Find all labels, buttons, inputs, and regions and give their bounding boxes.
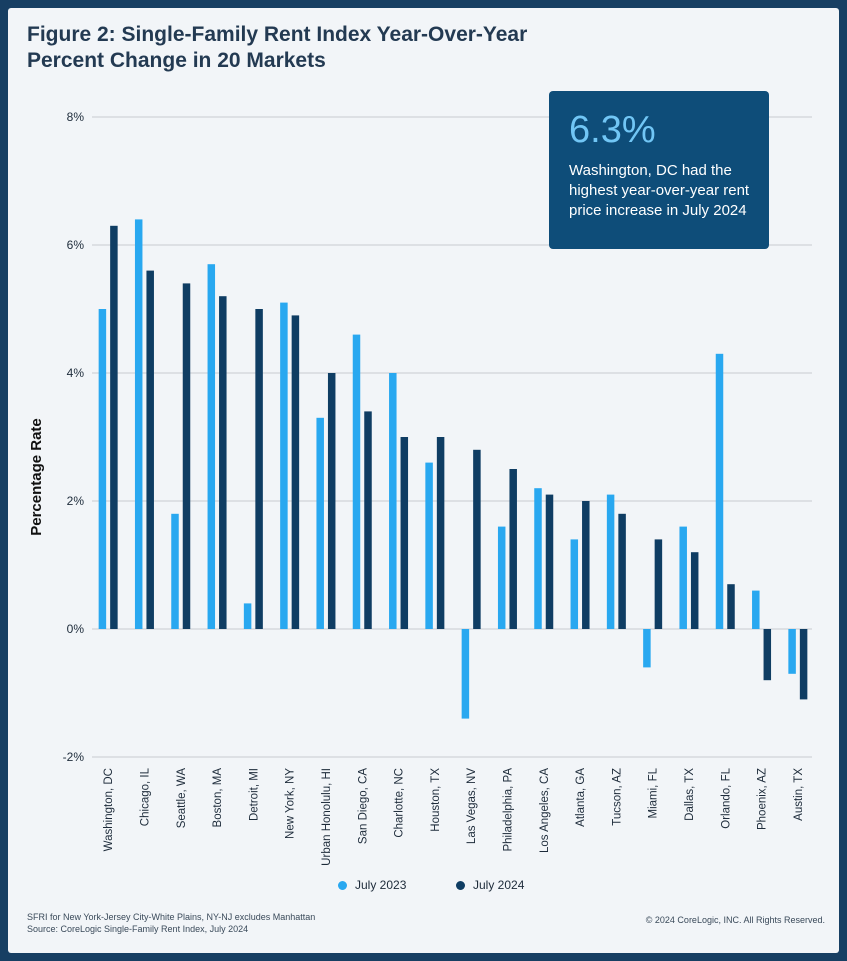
bar-july-2023 <box>461 629 470 719</box>
bar-july-2023 <box>715 353 724 629</box>
x-tick-label: New York, NY <box>285 768 297 839</box>
x-tick-label: Chicago, IL <box>139 767 151 826</box>
bar-july-2024 <box>582 501 590 629</box>
y-tick-label: 0% <box>67 622 85 636</box>
bar-july-2024 <box>182 283 191 629</box>
bar-july-2023 <box>643 629 651 668</box>
bar-july-2024 <box>400 437 409 629</box>
bar-july-2023 <box>534 488 542 629</box>
bar-july-2024 <box>146 270 154 629</box>
bar-july-2024 <box>364 411 372 629</box>
bar-july-2024 <box>618 513 626 629</box>
bar-july-2024 <box>291 315 300 629</box>
bar-july-2023 <box>280 302 288 629</box>
x-tick-label: Charlotte, NC <box>394 768 406 838</box>
x-tick-label: San Diego, CA <box>357 768 369 844</box>
bar-july-2024 <box>110 225 118 630</box>
footnote-sfri: SFRI for New York-Jersey City-White Plai… <box>27 912 316 922</box>
bar-july-2023 <box>207 264 216 629</box>
x-tick-label: Phoenix, AZ <box>757 768 769 830</box>
x-tick-label: Orlando, FL <box>720 767 732 828</box>
y-tick-label: -2% <box>63 750 85 764</box>
bar-july-2023 <box>316 417 324 629</box>
bar-july-2024 <box>473 449 481 629</box>
bar-july-2023 <box>497 526 506 629</box>
x-tick-label: Miami, FL <box>648 767 660 818</box>
legend-item-july-2023: July 2023 <box>338 878 406 892</box>
x-tick-label: Urban Honolulu, HI <box>321 768 333 866</box>
bar-july-2023 <box>171 513 179 629</box>
x-tick-label: Atlanta, GA <box>575 768 587 827</box>
x-tick-label: Seattle, WA <box>176 768 188 829</box>
bar-july-2024 <box>327 373 336 629</box>
bar-july-2023 <box>243 603 252 629</box>
bar-july-2024 <box>219 296 227 629</box>
x-tick-label: Boston, MA <box>212 768 224 828</box>
legend-item-july-2024: July 2024 <box>456 878 524 892</box>
x-tick-label: Austin, TX <box>793 768 805 821</box>
bar-july-2024 <box>436 437 445 629</box>
legend-label-july-2024: July 2024 <box>473 878 525 892</box>
bar-july-2023 <box>425 462 433 629</box>
callout-value: 6.3% <box>569 109 656 151</box>
bar-july-2023 <box>679 526 687 629</box>
x-tick-label: Los Angeles, CA <box>539 768 551 853</box>
legend-label-july-2023: July 2023 <box>355 878 407 892</box>
copyright-text: © 2024 CoreLogic, INC. All Rights Reserv… <box>645 915 825 925</box>
y-axis-title: Percentage Rate <box>28 418 45 536</box>
bar-july-2024 <box>509 469 517 629</box>
y-tick-label: 8% <box>67 110 85 124</box>
x-tick-label: Washington, DC <box>103 768 115 851</box>
bar-july-2023 <box>98 309 107 629</box>
callout-text: Washington, DC had the highest year-over… <box>569 162 750 219</box>
chart-title-line-1: Figure 2: Single-Family Rent Index Year-… <box>27 23 528 46</box>
y-tick-label: 6% <box>67 238 85 252</box>
bar-july-2023 <box>570 539 579 629</box>
bar-july-2024 <box>763 629 772 681</box>
x-tick-label: Detroit, MI <box>248 768 260 821</box>
bar-july-2023 <box>606 494 615 629</box>
bar-july-2024 <box>799 629 808 700</box>
bar-july-2023 <box>389 373 397 629</box>
x-tick-label: Dallas, TX <box>684 768 696 821</box>
bar-july-2023 <box>788 629 796 674</box>
bar-july-2024 <box>654 539 663 629</box>
legend-swatch-july-2024 <box>456 880 465 890</box>
footnote-source: Source: CoreLogic Single-Family Rent Ind… <box>27 924 249 934</box>
y-tick-label: 2% <box>67 494 85 508</box>
x-tick-label: Las Vegas, NV <box>466 768 478 844</box>
x-tick-label: Philadelphia, PA <box>502 768 514 852</box>
bar-july-2023 <box>752 590 760 629</box>
bar-july-2023 <box>352 334 361 629</box>
chart-title-line-2: Percent Change in 20 Markets <box>27 49 326 72</box>
chart-title: Figure 2: Single-Family Rent Index Year-… <box>27 22 627 74</box>
legend-swatch-july-2023 <box>338 880 347 890</box>
bar-july-2024 <box>690 552 699 629</box>
bar-july-2024 <box>545 494 554 629</box>
highlight-callout: 6.3% Washington, DC had the highest year… <box>549 91 769 249</box>
x-tick-label: Houston, TX <box>430 768 442 832</box>
bar-july-2024 <box>727 584 735 629</box>
y-tick-label: 4% <box>67 366 85 380</box>
bar-july-2023 <box>134 219 143 629</box>
bar-july-2024 <box>255 309 263 629</box>
x-tick-label: Tucson, AZ <box>611 768 623 826</box>
